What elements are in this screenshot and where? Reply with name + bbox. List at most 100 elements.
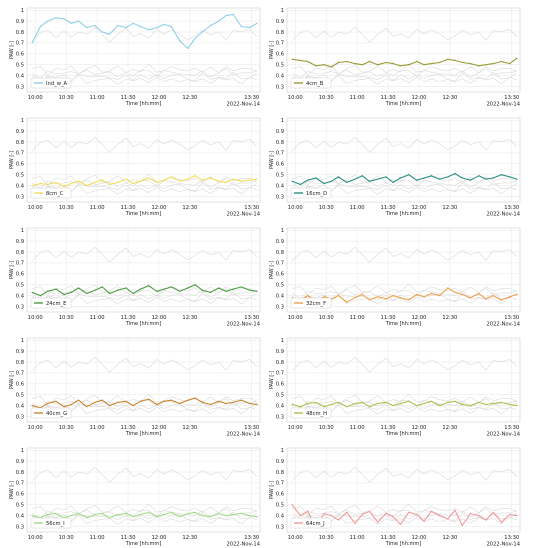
y-axis-label: PAW [-] [9, 261, 15, 279]
x-axis-label: Time [hh:mm] [385, 321, 422, 327]
data-point [86, 517, 88, 519]
data-point [108, 183, 111, 186]
data-point [125, 178, 127, 180]
x-tick-label: 13:30 [244, 425, 259, 431]
background-series-line [292, 288, 517, 299]
data-point [500, 174, 503, 176]
data-point [516, 404, 518, 407]
y-axis-label: PAW [-] [269, 151, 275, 169]
data-point [377, 521, 379, 523]
data-point [46, 183, 49, 186]
background-series-line [292, 508, 517, 519]
background-series-line [32, 68, 257, 79]
data-point [94, 181, 96, 184]
data-point [416, 293, 418, 296]
x-tick-label: 12:00 [411, 205, 426, 211]
data-point [485, 519, 487, 521]
x-tick-label: 10:30 [319, 315, 334, 321]
legend-box [30, 517, 72, 529]
x-tick-label: 12:30 [182, 535, 197, 541]
data-point [46, 402, 49, 405]
x-tick-label: 11:30 [121, 535, 136, 541]
y-tick-label: 0.8 [16, 140, 24, 146]
data-point [86, 292, 88, 295]
y-tick-label: 0.5 [276, 63, 284, 69]
y-tick-label: 0.7 [276, 371, 284, 377]
data-point [306, 60, 309, 63]
data-point [187, 47, 189, 50]
data-point [461, 177, 463, 179]
data-point [240, 399, 243, 401]
data-point [408, 299, 410, 301]
x-axis-label: Time [hh:mm] [385, 101, 422, 107]
data-point [368, 299, 371, 301]
data-point [430, 510, 432, 512]
background-series-line [291, 356, 518, 373]
x-tick-label: 12:00 [151, 315, 166, 321]
data-point [492, 511, 494, 514]
data-point [178, 290, 181, 292]
data-point [354, 62, 356, 65]
data-point [77, 287, 80, 289]
data-point [218, 512, 220, 515]
data-point [509, 176, 511, 178]
data-point [438, 61, 441, 64]
data-point [125, 512, 127, 515]
data-point [148, 285, 150, 287]
data-point [194, 511, 196, 514]
background-series-line [31, 136, 258, 153]
legend-box [290, 297, 332, 309]
y-tick-label: 0.6 [276, 52, 284, 58]
y-tick-label: 0.9 [276, 19, 284, 25]
data-point [408, 511, 410, 514]
data-point [469, 179, 472, 181]
data-point [125, 287, 127, 289]
data-point [478, 292, 480, 295]
data-point [77, 399, 80, 401]
data-point [156, 181, 158, 184]
x-tick-label: 11:00 [90, 425, 105, 431]
y-tick-label: 0.4 [16, 73, 25, 79]
legend-label: 4cm_B [306, 81, 324, 87]
data-point [485, 298, 487, 300]
x-tick-label: 12:30 [442, 205, 457, 211]
data-point [256, 178, 258, 180]
x-tick-label: 10:00 [288, 95, 303, 101]
y-tick-label: 1 [281, 118, 284, 124]
y-tick-label: 0.4 [16, 513, 25, 519]
data-point [209, 24, 212, 27]
x-tick-label: 11:30 [121, 95, 136, 101]
y-tick-label: 0.6 [276, 162, 284, 168]
data-point [447, 58, 449, 60]
data-point [101, 512, 104, 515]
data-point [291, 403, 293, 406]
chart-panel-8: 0.3 0.4 0.5 0.6 0.7 0.8 0.9 1 10:00 10:30 11:00 11:… [269, 337, 521, 438]
data-point [399, 297, 402, 299]
data-point [94, 289, 96, 291]
data-point [187, 399, 189, 401]
y-tick-label: 0.9 [16, 19, 24, 25]
y-tick-label: 0.3 [276, 414, 284, 420]
data-point [377, 296, 379, 298]
data-point [337, 294, 340, 297]
data-point [94, 401, 96, 404]
x-tick-label: 10:00 [288, 205, 303, 211]
data-point [492, 294, 494, 297]
data-point [354, 522, 356, 524]
data-point [163, 23, 165, 26]
data-point [232, 513, 234, 516]
data-point [516, 514, 518, 517]
background-series-line [292, 503, 518, 516]
data-point [187, 287, 189, 289]
data-point [306, 294, 309, 297]
date-label: 2022-Nov-14 [226, 322, 260, 328]
data-point [485, 63, 487, 66]
data-point [232, 288, 234, 290]
y-axis-label: PAW [-] [269, 481, 275, 499]
background-series-line [292, 283, 518, 296]
background-series-line [291, 136, 518, 153]
data-point [63, 293, 65, 296]
data-point [55, 288, 57, 290]
y-tick-label: 0.9 [16, 239, 24, 245]
